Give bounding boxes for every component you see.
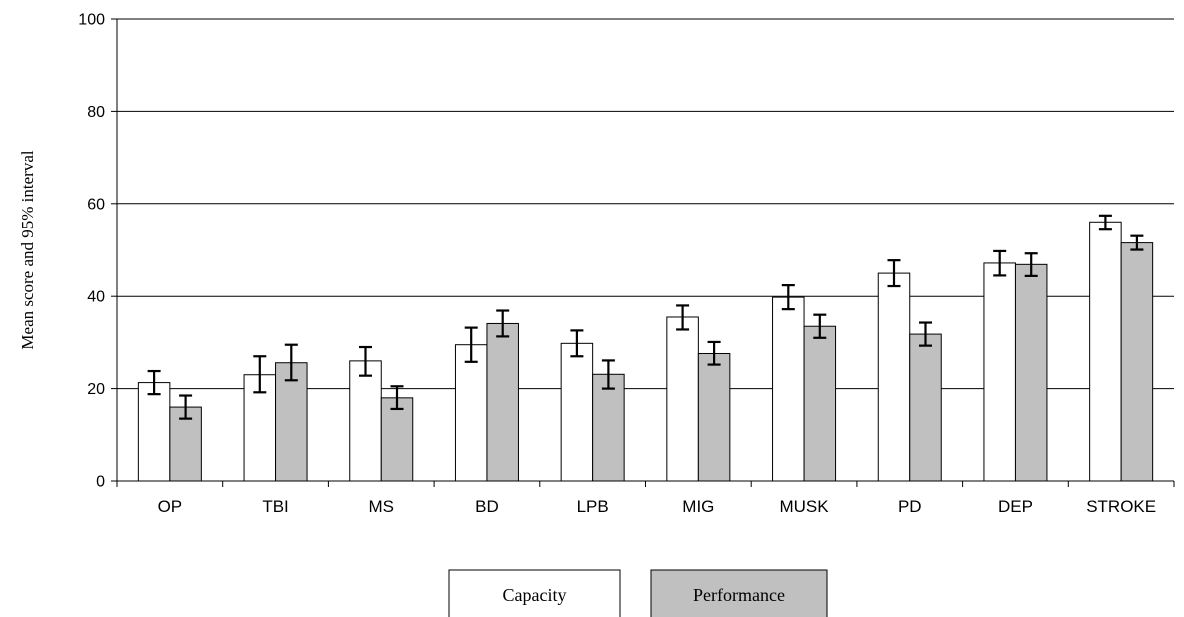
x-category-label: MS <box>369 497 395 516</box>
error-bar-performance-mig <box>707 340 721 366</box>
y-tick-label: 80 <box>87 104 105 121</box>
error-bar-performance-musk <box>813 313 827 339</box>
bar-capacity-op <box>137 382 171 482</box>
error-bar-capacity-bd <box>464 326 478 363</box>
x-category-label: MUSK <box>779 497 829 516</box>
legend-item-capacity: Capacity <box>448 569 621 617</box>
x-category-label: OP <box>158 497 183 516</box>
x-category-label: MIG <box>682 497 714 516</box>
error-bar-capacity-musk <box>781 284 795 311</box>
bar-capacity-lpb <box>560 342 594 482</box>
bar-performance-tbi <box>275 362 308 482</box>
x-axis-category-labels: OP TBI MS BD LPB MIG MUSK PD DEP STROKE <box>158 497 1157 516</box>
y-tick-label: 100 <box>78 12 105 29</box>
error-bar-capacity-ms <box>359 345 372 377</box>
y-tick-label: 20 <box>87 381 105 398</box>
bars <box>137 221 1154 482</box>
x-category-label: BD <box>475 497 499 516</box>
error-bar-performance-ms <box>390 385 404 411</box>
x-category-label: TBI <box>262 497 288 516</box>
error-bar-performance-tbi <box>284 343 298 382</box>
legend-label: Performance <box>693 585 785 605</box>
error-bar-performance-dep <box>1024 252 1038 277</box>
bar-capacity-ms <box>349 360 382 482</box>
bar-capacity-pd <box>877 272 911 482</box>
legend-label: Capacity <box>503 585 567 605</box>
error-bar-capacity-op <box>147 369 161 396</box>
x-category-label: PD <box>898 497 922 516</box>
legend-swatch <box>448 569 621 617</box>
bar-capacity-stroke <box>1089 221 1122 482</box>
bar-capacity-mig <box>666 316 699 482</box>
bar-performance-stroke <box>1120 242 1154 482</box>
y-axis-tick-labels: 0 20 40 60 80 100 <box>78 12 105 491</box>
x-category-label: LPB <box>577 497 609 516</box>
error-bar-capacity-mig <box>676 304 690 331</box>
error-bar-capacity-tbi <box>253 355 267 394</box>
bar-performance-pd <box>909 333 942 482</box>
bar-performance-musk <box>803 325 837 482</box>
bar-performance-dep <box>1014 263 1048 482</box>
bar-performance-mig <box>697 352 731 482</box>
legend-item-performance: Performance <box>650 569 828 617</box>
error-bar-performance-stroke <box>1130 234 1144 251</box>
bar-capacity-musk <box>772 296 805 482</box>
x-category-label: STROKE <box>1086 497 1156 516</box>
error-bar-performance-pd <box>919 321 932 347</box>
legend: Capacity Performance <box>448 569 828 617</box>
bar-performance-bd <box>486 322 519 482</box>
y-tick-label: 40 <box>87 289 105 306</box>
y-axis-title: Mean score and 95% interval <box>18 150 37 349</box>
x-category-label: DEP <box>998 497 1033 516</box>
axes <box>116 19 1175 487</box>
error-bar-performance-op <box>179 394 193 420</box>
bar-capacity-dep <box>983 262 1016 482</box>
legend-swatch <box>650 569 828 617</box>
y-tick-label: 60 <box>87 196 105 213</box>
error-bar-capacity-stroke <box>1098 214 1112 231</box>
bar-performance-ms <box>380 397 414 482</box>
bar-performance-lpb <box>592 373 625 482</box>
error-bar-capacity-pd <box>887 259 901 288</box>
y-tick-label: 0 <box>96 474 105 491</box>
error-bar-performance-bd <box>496 309 510 338</box>
error-bar-capacity-lpb <box>570 329 584 358</box>
error-bars <box>147 214 1144 420</box>
error-bar-capacity-dep <box>993 249 1007 277</box>
error-bar-performance-lpb <box>601 359 615 390</box>
bar-capacity-bd <box>454 344 488 482</box>
